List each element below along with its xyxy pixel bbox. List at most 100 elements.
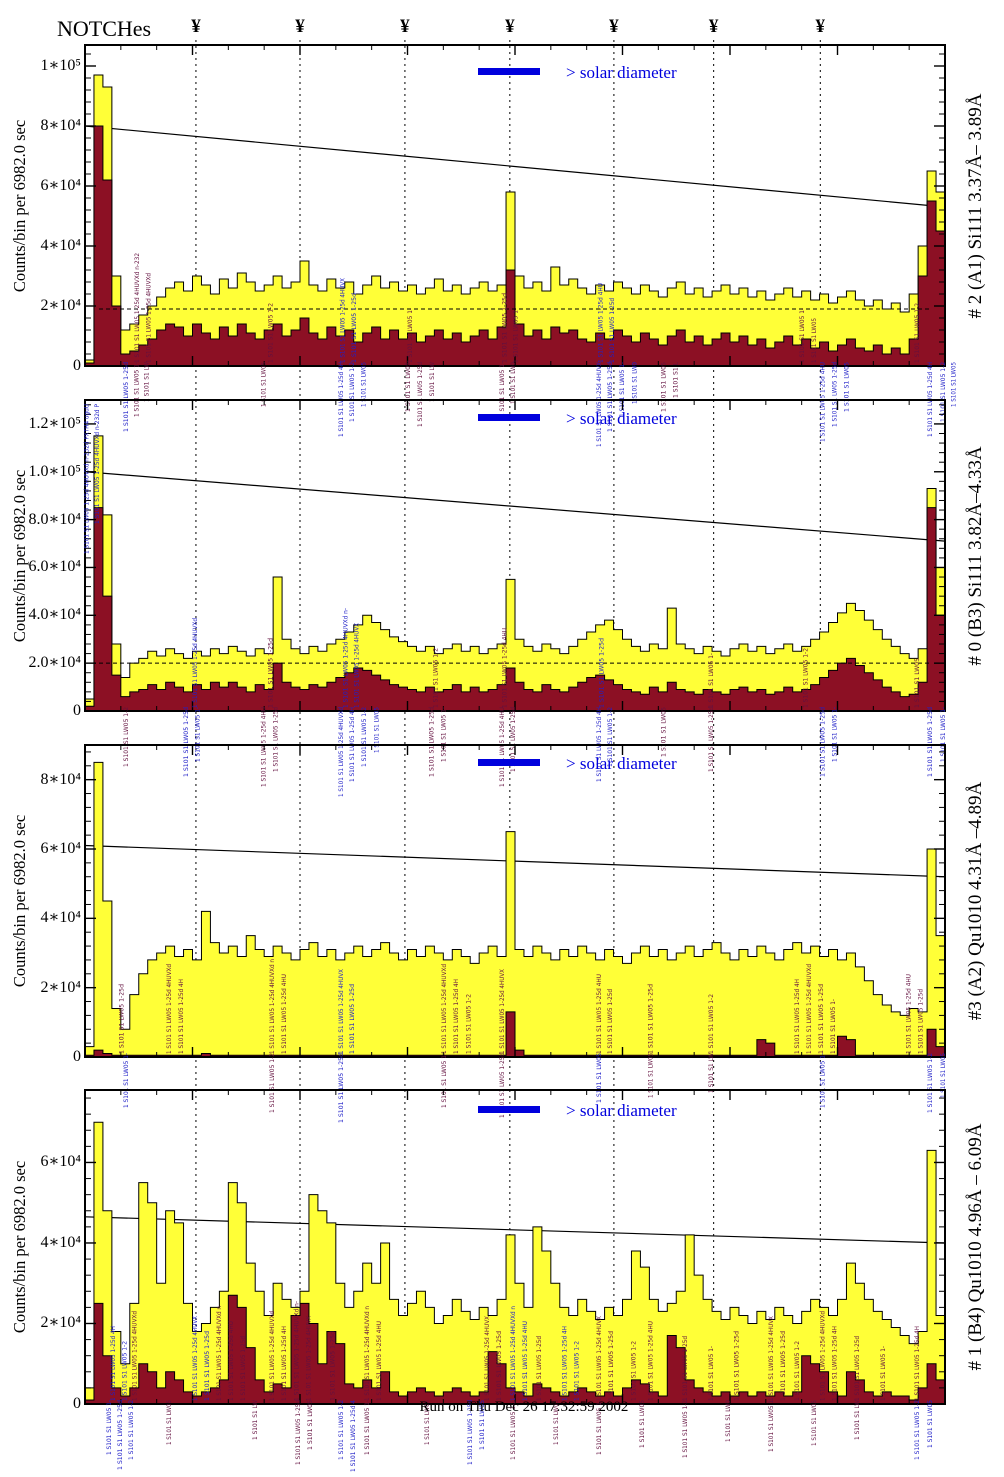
y-tick-label: 6∗10⁴: [40, 840, 81, 857]
spectral-line-annotation: 1 S101 S1 LW05 1-25d 4HUVX: [767, 1316, 775, 1401]
notch-symbol-2: ¥: [400, 16, 410, 37]
spectral-line-annotation: 1 S101 S1 LW05 1: [767, 1400, 775, 1452]
spectral-line-annotation: 1 S101 S1 LW05 1-25d: [779, 1331, 787, 1401]
spectral-line-annotation: 1 S101 S1 LW05 1-: [512, 307, 520, 363]
solar-diameter-scale-bar: [478, 414, 541, 421]
spectral-line-annotation: 1 S101 S1 LW: [143, 361, 151, 402]
spectral-line-annotation: 1 S101 S1 LW05 1-25d 4HUVX: [304, 1316, 312, 1401]
spectral-line-annotation: 1 S101 S1 LW05 1-25d: [337, 1053, 345, 1123]
spectral-line-annotation: 1 S101 S1 LW05 1-25d 4H: [177, 979, 185, 1054]
panel-title: # 0 (B3) Si111 3.82Å–4.33Å: [965, 445, 986, 666]
spectral-line-annotation: 1 S101 S1 LW05: [595, 1053, 603, 1103]
spectral-line-annotation: 1 S101 S1 LW05 1-25d 4HUVXd: [805, 964, 813, 1054]
spectral-line-annotation: 1 S101 S1 LW05 1-: [595, 1399, 603, 1455]
spectral-line-annotation: 1 S101 S1 LW05 1-2: [122, 707, 130, 767]
y-tick-label: 8∗10⁴: [40, 117, 81, 134]
spectral-line-annotation: 1 S101 S1 LW05: [647, 1053, 655, 1098]
spectral-line-annotation: 1 S101 S1 LW05 1-25d: [606, 362, 614, 432]
spectral-line-annotation: 1 S101 S1 LW05 1-2: [606, 707, 614, 767]
spectral-line-annotation: 1 S101 S1 LW05 1-25d: [681, 1336, 689, 1401]
spectral-line-annotation: 1 S101 S1 LW05 1-25d: [495, 1331, 503, 1401]
spectral-line-annotation: 1 S101 S1 LW0: [724, 1400, 732, 1442]
panel-title: # 1 (B4) Qu1010 4.96Å – 6.09Å: [965, 1123, 986, 1371]
run-timestamp: Run on Thu Dec 26 17:32:59 2002: [419, 1399, 629, 1415]
spectral-line-annotation: 1 S101 S1 LW05 1-: [439, 706, 447, 762]
y-tick-label: 1∗10⁵: [40, 57, 81, 74]
spectral-line-annotation: 1 S101 S1 LW05 1-25d: [853, 1336, 861, 1401]
spectral-line-annotation: 1 S101 S1 LW05 1-25d 4HU: [498, 707, 506, 787]
spectral-line-annotation: 1 S101 S1 LW05 1-25d: [831, 362, 839, 427]
solar-diameter-legend: > solar diameter: [478, 754, 677, 774]
panel-2: 1 S101 S1 LW05 1-25d 1 S101 S1 LW05 1-25…: [84, 744, 947, 1123]
spectral-line-annotation: 1 S101 S1 LW05 1-25d 4HUVXd n-232d P: [93, 404, 101, 524]
spectral-line-annotation: 1 S101 S1 LW05 1-: [829, 998, 837, 1054]
notch-symbol-5: ¥: [708, 16, 719, 37]
spectral-line-annotation: 1 S101 S1 LW05: [423, 1400, 431, 1445]
spectral-line-annotation: 1 S101 S1 LW05 1-: [193, 706, 201, 762]
panel-3: 1 S101 S1 LW05 1-25d 4H 1 S101 S1 LW05 1-…: [84, 1089, 946, 1472]
spectral-line-annotation: 1 S101 S1 LW05 1-: [831, 706, 839, 762]
spectral-line-annotation: 1 S101 S1 LW05 1-25d 4HU: [595, 974, 603, 1054]
spectral-line-annotation: 1 S101 S1 LW05 1-: [939, 706, 947, 762]
spectral-line-annotation: 1 S101 S1 LW05 1-2: [267, 303, 275, 363]
spectral-line-annotation: 1 S101 S1 LW05 1-2: [127, 1400, 135, 1460]
spectral-line-annotation: 1 S101 S1 LW05 1-25d 4HUVXd n-232: [133, 253, 141, 363]
spectral-line-annotation: 1 S101 S1 LW05 1-25d 4HU: [597, 283, 605, 363]
background-counts-histogram: [84, 125, 946, 367]
spectral-line-annotation: 1 S101 S1 LW05 1-25d 4HUVXd: [144, 273, 152, 363]
spectral-line-annotation: 1 S101 S1 LW05 1-: [707, 1345, 715, 1401]
spectral-line-annotation: 1 S101 S1 LW05 1-25d 4HUVXd: [191, 618, 199, 708]
spectral-line-annotation: 1 S101 S1 LW05: [660, 362, 668, 412]
spectral-line-annotation: 1 S101 S1 LW05 1-25d 4: [349, 1400, 357, 1472]
spectral-line-annotation: 1 S101 S1 LW: [251, 1399, 259, 1440]
spectral-line-annotation: 1 S101 S1 LW0: [630, 362, 638, 404]
notch-symbol-0: ¥: [191, 16, 201, 37]
spectral-line-annotation: 1 S101 S1 LW05 1-25d 4HUVXd: [165, 964, 173, 1054]
spectral-line-annotation: 1 S101 S1 LW05: [359, 362, 367, 407]
solar-diameter-legend-label: > solar diameter: [566, 754, 677, 773]
spectral-line-annotation: 1 S101 S1 LW05 1-2: [360, 707, 368, 767]
spectral-line-annotation: 1 S101 S1 LW05 1-25d: [427, 707, 435, 777]
spectral-line-annotation: 1 S101 S1 LW05 1-: [498, 361, 506, 417]
y-tick-label: 4∗10⁴: [40, 909, 81, 927]
spectral-line-annotation: 1 S101 S1 LW05 1-25d 4HU: [521, 1321, 529, 1401]
sensitivity-trend-line: [84, 125, 946, 208]
spectral-line-annotation: 1 S101 S1 LW05 1-25d 4HUVX: [353, 623, 361, 708]
spectral-line-annotation: 1 S101 S1 LW05: [372, 707, 380, 753]
spectral-line-annotation: 1 S101 S1 LW05 1-25d 4HUVXd n-: [341, 607, 349, 708]
y-tick-label: 2∗10⁴: [40, 297, 81, 314]
spectral-line-annotation: 1 S101 S1 LW05 1-25d 4HU: [260, 707, 268, 787]
spectral-line-annotation: 1 S101 S1 LW05: [552, 1400, 560, 1445]
spectral-line-annotation: 1 S101 S1 LW05 1-: [618, 361, 626, 417]
spectral-line-annotation: 1 S101 S1 L: [672, 362, 680, 398]
spectral-line-annotation: 1 S101 S1 LW05 1-25d: [328, 1331, 336, 1401]
spectral-line-annotation: 1 S101 S1 LW05 1-25d 4HUVXd: [131, 1311, 139, 1401]
spectral-line-annotation: 1 S101 S1 LW05 1-2: [432, 648, 440, 708]
spectral-line-annotation: 1 S101 S1 LW05 1-25d 4H: [831, 1326, 839, 1401]
background-counts-histogram: [84, 1294, 946, 1405]
spectral-line-annotation: 1 S101 S1 LW05: [939, 1053, 947, 1098]
sensitivity-trend-line: [84, 471, 946, 542]
background-counts-histogram: [84, 507, 946, 712]
spectral-line-annotation: 1 S101 S1 LW05 1-25d 4HU: [227, 1321, 235, 1401]
solar-diameter-legend: > solar diameter: [478, 1101, 677, 1121]
spectral-line-annotation: 1 S101 S1 LW05 1-25d 4HUVX: [498, 969, 506, 1054]
spectral-line-annotation: 1 S101 S1 LW05 1-25d: [272, 707, 280, 772]
spectral-line-annotation: 1 S101 S1 LW: [853, 1399, 861, 1440]
y-tick-label: 6.0∗10⁴: [28, 558, 81, 576]
spectral-line-annotation: 1 S101 S1 LW05 1-25d 4H: [561, 1326, 569, 1401]
spectral-line-annotation: 1 S101 S1 LW05: [810, 1400, 818, 1446]
spectral-line-annotation: 1 S101 S1 LW05 1-25d: [116, 1400, 124, 1470]
spectral-line-annotation: 1 S101 S1 LW05 1-25d 4H: [793, 979, 801, 1054]
spectral-line-annotation: 1 S101 S1 LW05 1-25d 4HUVX: [191, 1316, 199, 1401]
notch-symbol-1: ¥: [295, 16, 305, 37]
y-tick-label: 1.2∗10⁵: [28, 414, 81, 432]
y-axis-label: Counts/bin per 6982.0 sec: [10, 1160, 29, 1334]
spectral-line-annotation: 1 S101 S1 LW05 1-25d 4HU: [500, 628, 508, 708]
y-axis-label: Counts/bin per 6982.0 sec: [10, 119, 29, 292]
spectral-line-annotation: 1 S101 S1 LW05 1-25d 4HUVX: [339, 278, 347, 363]
spectral-line-annotation: 1 S101 S1 LW05 1-25d: [606, 989, 614, 1054]
spectral-line-annotation: 1 S101 S1 LW05 1-25d 4HUVXd n: [509, 1306, 517, 1401]
